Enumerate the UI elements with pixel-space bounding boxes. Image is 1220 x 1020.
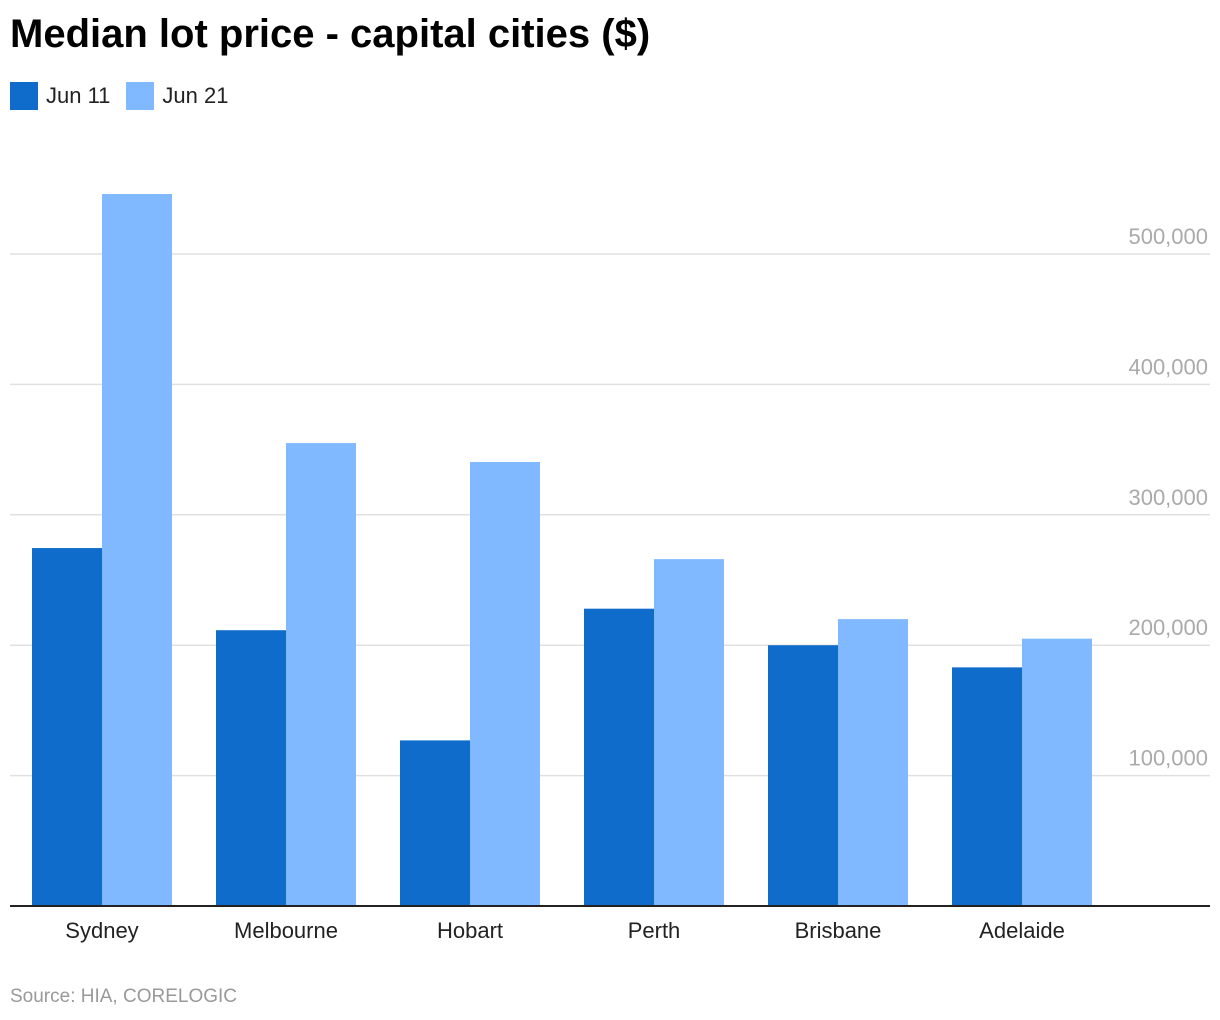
bar-perth-jun-21 <box>654 559 724 906</box>
x-tick-label: Brisbane <box>795 918 882 943</box>
x-tick-label: Adelaide <box>979 918 1065 943</box>
legend-item-jun-21: Jun 21 <box>126 82 228 110</box>
x-tick-label: Perth <box>628 918 681 943</box>
bar-melbourne-jun-11 <box>216 630 286 906</box>
chart-title: Median lot price - capital cities ($) <box>10 12 651 56</box>
bar-brisbane-jun-21 <box>838 619 908 906</box>
bar-perth-jun-11 <box>584 608 654 906</box>
y-tick-label: 200,000 <box>1128 615 1208 640</box>
y-tick-label: 400,000 <box>1128 354 1208 379</box>
legend: Jun 11 Jun 21 <box>10 82 228 110</box>
legend-swatch <box>126 82 155 110</box>
legend-label: Jun 21 <box>162 83 229 108</box>
bar-sydney-jun-11 <box>32 548 102 906</box>
source-note: Source: HIA, CORELOGIC <box>10 986 238 1007</box>
bar-hobart-jun-21 <box>470 461 540 906</box>
bar-melbourne-jun-21 <box>286 443 356 906</box>
y-tick-label: 100,000 <box>1128 746 1208 771</box>
legend-item-jun-11: Jun 11 <box>10 82 110 110</box>
legend-label: Jun 11 <box>46 83 111 108</box>
y-tick-label: 300,000 <box>1128 485 1208 510</box>
bar-brisbane-jun-11 <box>768 645 838 906</box>
x-tick-label: Melbourne <box>234 918 338 943</box>
bar-adelaide-jun-21 <box>1022 638 1092 906</box>
bar-sydney-jun-21 <box>102 194 172 907</box>
bar-adelaide-jun-11 <box>952 667 1022 906</box>
y-tick-label: 500,000 <box>1128 224 1208 249</box>
legend-swatch <box>10 82 38 110</box>
x-tick-label: Hobart <box>437 918 503 943</box>
bar-hobart-jun-11 <box>400 740 470 906</box>
x-tick-label: Sydney <box>65 918 138 943</box>
